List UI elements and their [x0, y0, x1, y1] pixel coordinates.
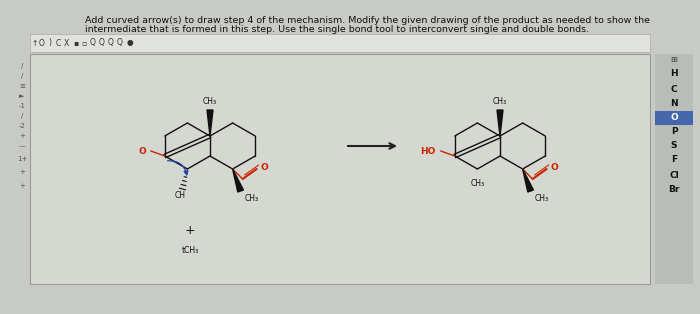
Polygon shape — [523, 169, 533, 192]
Text: Q: Q — [108, 39, 114, 47]
Text: Q: Q — [90, 39, 96, 47]
Text: Cl: Cl — [669, 171, 679, 180]
Text: +: + — [19, 169, 25, 175]
Text: H: H — [670, 69, 678, 78]
Text: tCH₃: tCH₃ — [181, 246, 199, 255]
Text: -1: -1 — [18, 103, 25, 109]
Text: C: C — [55, 39, 61, 47]
Text: O: O — [138, 147, 146, 155]
Text: CH₃: CH₃ — [535, 194, 549, 203]
Text: ▫: ▫ — [81, 39, 87, 47]
Text: /: / — [21, 73, 23, 79]
Text: +: + — [185, 225, 195, 237]
Text: ): ) — [48, 39, 52, 47]
Text: CH₃: CH₃ — [244, 194, 259, 203]
Text: C: C — [671, 84, 678, 94]
Text: ⊞: ⊞ — [671, 55, 678, 63]
Text: F: F — [671, 155, 677, 165]
Text: +: + — [19, 183, 25, 189]
Text: S: S — [671, 142, 678, 150]
Polygon shape — [497, 110, 503, 136]
Text: Q: Q — [99, 39, 105, 47]
Text: ≡: ≡ — [19, 83, 25, 89]
Text: N: N — [670, 100, 678, 109]
Polygon shape — [207, 110, 213, 136]
Bar — [30, 54, 650, 284]
Text: CH₃: CH₃ — [493, 97, 507, 106]
Text: +: + — [19, 133, 25, 139]
Text: 1+: 1+ — [17, 156, 27, 162]
Text: ●: ● — [127, 39, 133, 47]
Polygon shape — [232, 169, 244, 192]
Text: -2: -2 — [19, 123, 25, 129]
Text: O: O — [670, 113, 678, 122]
Text: —: — — [18, 143, 25, 149]
Text: CH₃: CH₃ — [203, 97, 217, 106]
Text: ▪: ▪ — [74, 39, 78, 47]
Bar — [655, 54, 693, 284]
Text: Br: Br — [668, 186, 680, 194]
Text: CH: CH — [175, 191, 186, 200]
Text: intermediate that is formed in this step. Use the single bond tool to interconve: intermediate that is formed in this step… — [85, 25, 589, 34]
Bar — [655, 111, 693, 125]
Text: X: X — [64, 39, 69, 47]
Text: /: / — [21, 113, 23, 119]
Text: Add curved arrow(s) to draw step 4 of the mechanism. Modify the given drawing of: Add curved arrow(s) to draw step 4 of th… — [85, 16, 650, 25]
Text: CH₃: CH₃ — [470, 179, 484, 188]
Text: O: O — [551, 163, 559, 171]
FancyArrowPatch shape — [167, 161, 188, 175]
Text: O: O — [39, 39, 45, 47]
Text: Q: Q — [117, 39, 123, 47]
Bar — [30, 34, 650, 52]
Text: /: / — [21, 63, 23, 69]
Text: O: O — [260, 163, 268, 171]
Text: HO: HO — [421, 147, 436, 155]
Text: P: P — [671, 127, 678, 137]
Text: ↑: ↑ — [32, 39, 38, 47]
Text: ►: ► — [20, 93, 25, 99]
